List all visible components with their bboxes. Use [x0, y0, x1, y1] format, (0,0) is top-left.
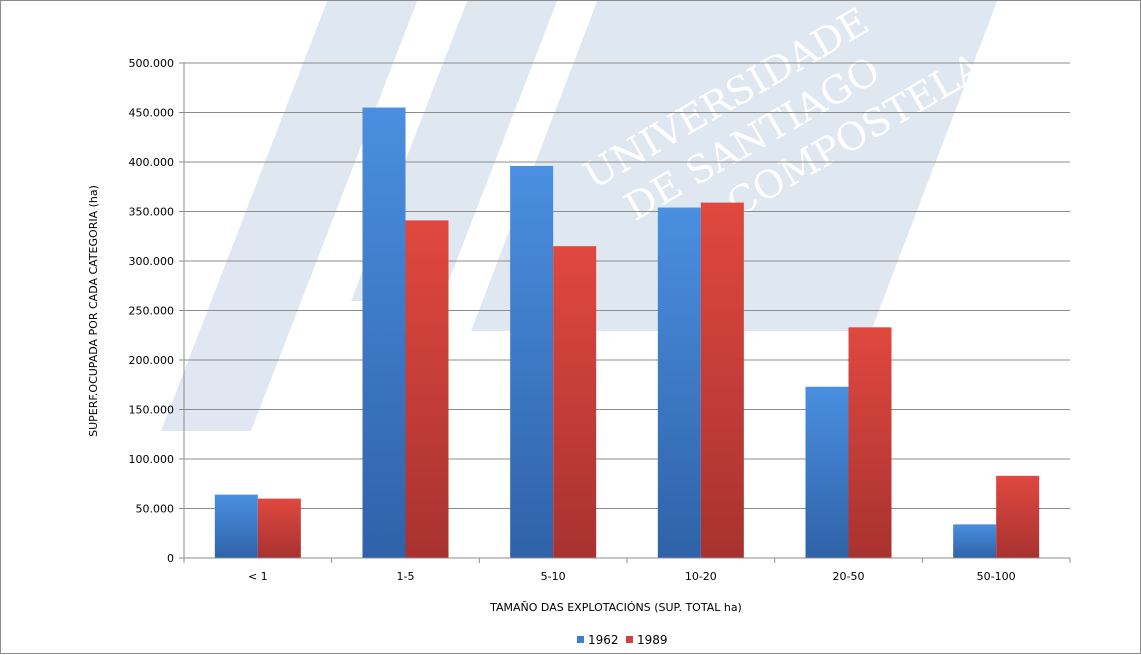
bar-1962-2	[510, 165, 554, 558]
bar-1962-1	[362, 107, 406, 559]
bar-1989-0	[257, 498, 301, 558]
bar-1962-3	[657, 207, 701, 559]
y-tick-label: 200.000	[129, 354, 175, 367]
y-tick-label: 500.000	[129, 57, 175, 70]
x-axis-title: TAMAÑO DAS EXPLOTACIÓNS (SUP. TOTAL ha)	[489, 601, 742, 614]
bar-1989-3	[700, 202, 744, 558]
x-tick-label: 5-10	[541, 570, 566, 583]
gridlines	[179, 62, 1070, 559]
y-tick-label: 250.000	[129, 305, 175, 318]
x-tick-label: 20-50	[833, 570, 865, 583]
bar-1989-5	[996, 475, 1040, 558]
legend-label-1989: 1989	[637, 633, 668, 647]
y-tick-label: 300.000	[129, 255, 175, 268]
bar-1962-4	[805, 386, 849, 558]
bar-1989-2	[553, 246, 597, 558]
legend: 1962 1989	[577, 633, 668, 647]
y-tick-label: 450.000	[129, 107, 175, 120]
x-tick-label: 10-20	[685, 570, 717, 583]
x-tick-label: < 1	[248, 570, 268, 583]
y-tick-label: 350.000	[129, 206, 175, 219]
legend-label-1962: 1962	[588, 633, 619, 647]
y-tick-label: 400.000	[129, 156, 175, 169]
bar-1989-1	[405, 220, 449, 558]
bar-1989-4	[848, 327, 892, 558]
legend-swatch-1989	[626, 636, 633, 643]
y-tick-label: 150.000	[129, 404, 175, 417]
axes	[183, 63, 1071, 563]
x-tick-labels: < 1 1-5 5-10 10-20 20-50 50-100	[248, 570, 1016, 583]
legend-swatch-1962	[577, 636, 584, 643]
bars	[214, 107, 1040, 559]
y-tick-label: 50.000	[136, 503, 175, 516]
y-tick-label: 100.000	[129, 453, 175, 466]
y-tick-label: 0	[167, 552, 174, 565]
bar-1962-5	[953, 524, 997, 558]
y-tick-labels: 0 50.000 100.000 150.000 200.000 250.000 300.0…	[129, 57, 175, 565]
x-tick-label: 50-100	[977, 570, 1016, 583]
bar-1962-0	[214, 494, 258, 558]
y-axis-title: SUPERF.OCUPADA POR CADA CATEGORIA (ha)	[87, 185, 100, 437]
x-tick-label: 1-5	[397, 570, 415, 583]
